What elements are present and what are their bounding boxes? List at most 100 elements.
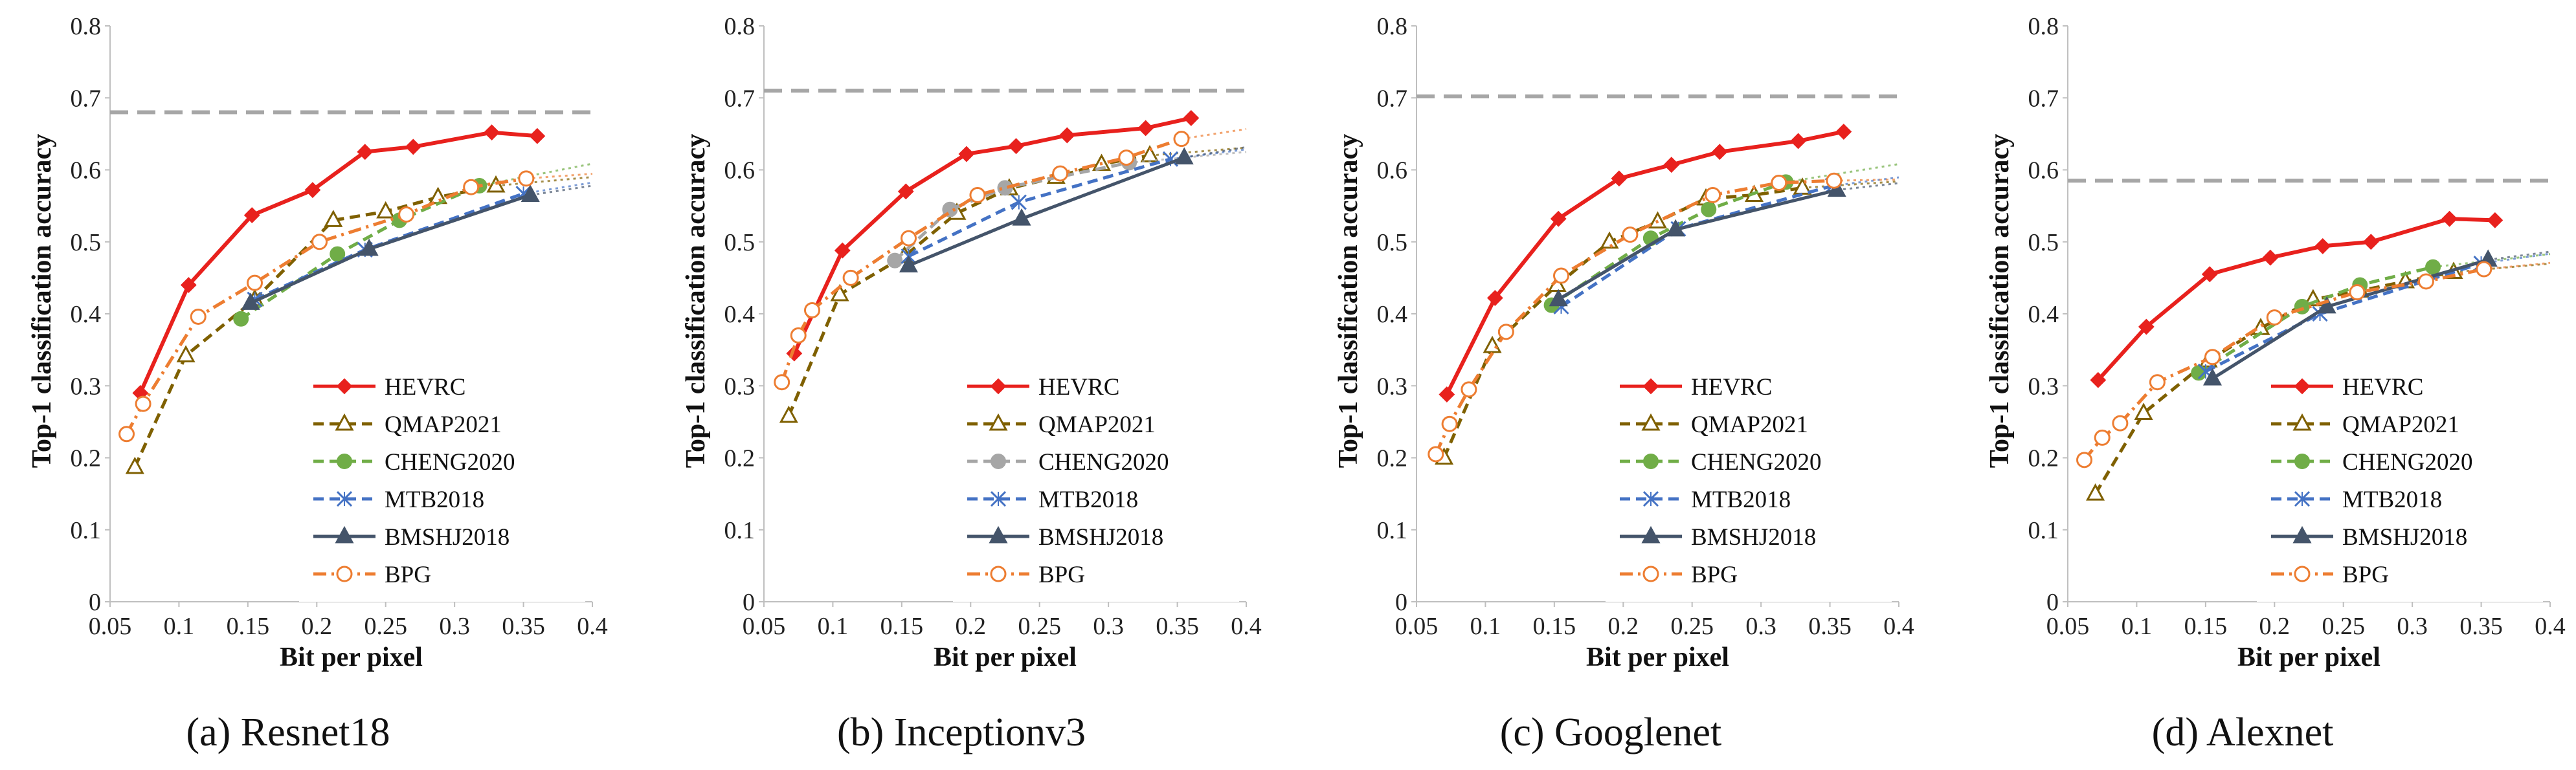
data-point [1611,170,1628,187]
trend-line [1181,127,1247,140]
panel-caption: (c) Googlenet [1500,710,1722,754]
data-point [1497,324,1514,340]
data-point [1008,138,1024,155]
y-tick-label: 0.6 [71,157,102,184]
legend-marker [336,566,353,582]
x-tick-label: 0.4 [577,613,608,640]
legend-label: QMAP2021 [2342,412,2459,438]
data-point [247,274,263,291]
x-axis-title: Bit per pixel [934,643,1077,672]
x-tick-label: 0.05 [1395,613,1439,640]
data-point [2317,296,2336,314]
series-bmshj2018 [2202,249,2551,386]
data-point [2441,210,2458,227]
y-tick-label: 0.3 [1377,373,1408,400]
y-tick-label: 0.5 [1377,229,1408,256]
y-tick-label: 0.1 [2028,517,2059,544]
data-point [834,242,851,259]
legend-label: BPG [385,562,431,588]
data-point [330,246,346,262]
x-tick-label: 0.35 [1156,613,1199,640]
legend-label: CHENG2020 [1038,449,1169,476]
data-point [357,144,374,160]
data-point [2417,273,2434,290]
y-tick-label: 0.8 [71,13,102,40]
data-point [2094,429,2111,446]
y-tick-label: 0.2 [724,445,756,472]
legend-marker [990,378,1007,395]
y-tick-label: 0.3 [724,373,756,400]
y-tick-label: 0.2 [71,445,102,472]
series-cheng2020 [233,162,593,327]
data-point [324,210,343,227]
panel-caption: (b) Inceptionv3 [837,710,1086,754]
data-point [2204,349,2221,366]
series-bpg [118,170,593,443]
legend-label: CHENG2020 [385,449,515,476]
legend-label: HEVRC [2342,374,2423,401]
legend-marker [335,413,354,431]
data-point [774,374,790,391]
series-hevrc [1439,124,1852,403]
y-tick-label: 0.1 [71,517,102,544]
data-point [2202,368,2223,386]
x-tick-label: 0.15 [880,613,924,640]
y-tick-label: 0 [2046,589,2059,616]
series-line [2204,261,2482,373]
chart-panel-4: 0 0.1 0.2 0.3 0.4 0.5 0.6 0.7 0.8 0.05 0.1 0.15 0.2 0… [1985,13,2566,754]
x-tick-label: 0.25 [364,613,407,640]
legend-box [299,357,585,602]
data-point [1058,127,1075,144]
trend-line [495,176,593,187]
data-point [2138,318,2155,335]
x-tick-label: 0.3 [439,613,470,640]
series-bpg [774,127,1247,391]
legend: HEVRC QMAP2021 CHENG2020 MTB2018 BMSHJ2018 BP… [1606,357,1892,602]
y-tick-label: 0.4 [2028,301,2059,328]
legend-label: BMSHJ2018 [1691,524,1816,551]
legend-marker [1641,413,1661,431]
series-hevrc [132,124,546,401]
data-point [1826,172,1842,189]
data-point [311,234,328,250]
legend-label: QMAP2021 [1691,412,1808,438]
legend-label: CHENG2020 [2342,449,2472,476]
trend-line [1837,182,1899,192]
series-line [780,137,1182,383]
data-point [190,308,207,325]
data-point [1486,290,1503,306]
y-tick-label: 0.6 [724,157,756,184]
data-point [790,327,807,344]
legend-marker [336,378,353,395]
data-point [2086,483,2105,501]
legend-label: BMSHJ2018 [2342,524,2467,551]
legend-marker [1643,454,1659,469]
data-point [2076,452,2093,468]
legend-label: QMAP2021 [385,412,502,438]
legend-marker [990,490,1007,507]
data-point [2134,402,2153,421]
x-tick-label: 0.05 [89,613,132,640]
legend-marker [1642,566,1659,582]
data-point [2349,284,2366,301]
legend-label: MTB2018 [2342,487,2442,513]
chart-panel-1: 0 0.1 0.2 0.3 0.4 0.5 0.6 0.7 0.8 0.05 0.1 0.15 0.2 0… [27,13,608,754]
legend-label: MTB2018 [1691,487,1791,513]
trend-line [2488,250,2551,261]
data-point [1011,194,1027,210]
series-line [1445,129,1844,395]
data-point [359,238,379,256]
series-line [139,130,538,394]
legend-label: HEVRC [385,374,465,401]
series-qmap2021 [125,175,593,474]
y-tick-label: 0.8 [2028,13,2059,40]
x-tick-label: 0.15 [227,613,270,640]
series-hevrc [2090,210,2503,388]
legend-box [953,357,1239,602]
data-point [1827,179,1846,197]
data-point [887,252,903,269]
legend-marker [991,454,1006,469]
y-tick-label: 0.5 [2028,229,2059,256]
data-point [1173,131,1190,148]
legend-box [2257,357,2543,602]
